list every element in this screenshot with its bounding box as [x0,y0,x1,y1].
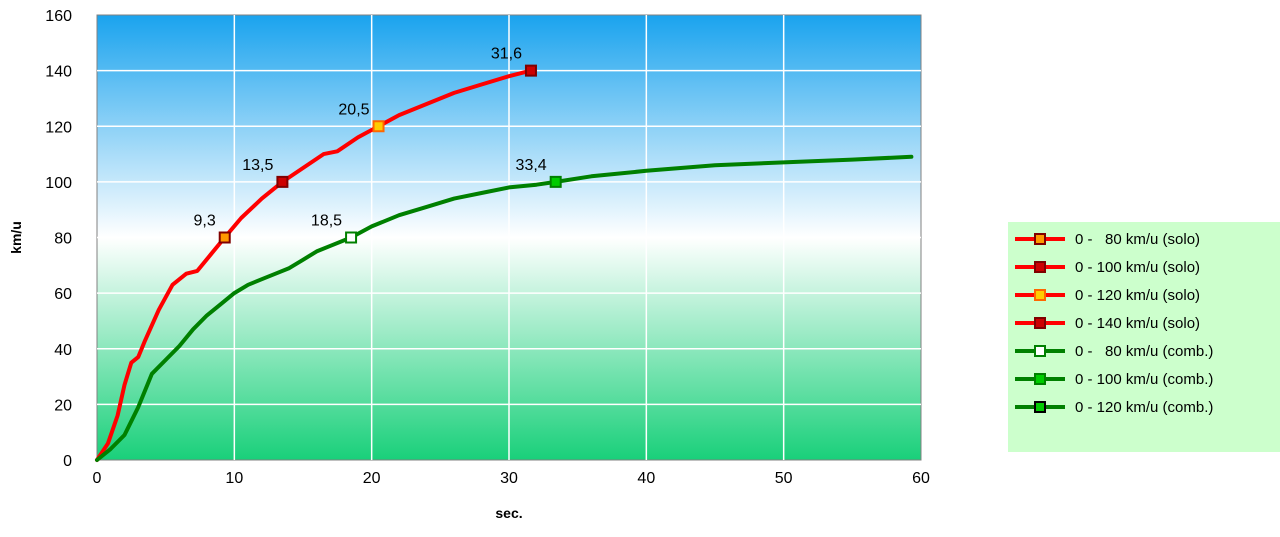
legend-marker [1034,401,1046,413]
data-marker [372,120,385,133]
y-tick-label: 140 [45,64,72,81]
x-axis-title: sec. [495,505,522,521]
data-label: 9,3 [193,213,215,230]
legend-items: 0 - 80 km/u (solo) 0 - 100 km/u (solo) 0 -… [1015,231,1213,416]
x-tick-label: 30 [500,470,518,487]
plot-area: 9,3 13,5 20,5 31,6 18,5 33,4 [95,14,922,462]
legend-marker [1034,317,1046,329]
x-tick-label: 50 [775,470,793,487]
y-tick-label: 60 [54,286,72,303]
legend-item: 0 - 80 km/u (comb.) [1015,343,1213,360]
legend-marker [1034,289,1046,301]
data-marker [218,231,231,244]
data-markers [218,64,562,244]
x-tick-label: 20 [363,470,381,487]
series-line-comb [95,154,914,462]
y-tick-label: 120 [45,119,72,136]
legend-item: 0 - 100 km/u (solo) [1015,259,1200,276]
data-marker [549,175,562,188]
y-axis-title: km/u [8,221,24,254]
legend-marker [1034,345,1046,357]
y-tick-label: 20 [54,397,72,414]
legend-label: 0 - 100 km/u (solo) [1075,259,1200,276]
legend-item: 0 - 120 km/u (comb.) [1015,399,1213,416]
data-marker [524,64,537,77]
y-axis-ticks: 0 20 40 60 80 100 120 140 160 [45,8,72,470]
x-tick-label: 10 [225,470,243,487]
legend-marker [1034,233,1046,245]
legend-item: 0 - 100 km/u (comb.) [1015,371,1213,388]
y-tick-label: 100 [45,175,72,192]
legend-label: 0 - 120 km/u (solo) [1075,287,1200,304]
data-label: 18,5 [311,213,342,230]
y-tick-label: 80 [54,231,72,248]
data-label: 31,6 [491,46,522,63]
legend-marker [1034,373,1046,385]
legend-item: 0 - 140 km/u (solo) [1015,315,1200,332]
x-tick-label: 60 [912,470,930,487]
legend-background [1008,222,1280,452]
gridlines [97,15,921,460]
legend-label: 0 - 80 km/u (solo) [1075,231,1200,248]
y-tick-label: 40 [54,342,72,359]
y-tick-label: 0 [63,453,72,470]
legend-item: 0 - 80 km/u (solo) [1015,231,1200,248]
data-marker [345,231,358,244]
y-tick-label: 160 [45,8,72,25]
legend-label: 0 - 100 km/u (comb.) [1075,371,1213,388]
x-tick-label: 0 [93,470,102,487]
data-labels: 9,3 13,5 20,5 31,6 18,5 33,4 [193,46,546,230]
data-label: 13,5 [242,157,273,174]
legend-marker [1034,261,1046,273]
legend-label: 0 - 80 km/u (comb.) [1075,343,1213,360]
x-axis-ticks: 0 10 20 30 40 50 60 [93,470,930,487]
legend: 0 - 80 km/u (solo) 0 - 100 km/u (solo) 0 -… [1008,222,1280,452]
x-tick-label: 40 [637,470,655,487]
data-label: 33,4 [516,157,547,174]
data-label: 20,5 [338,101,369,118]
legend-label: 0 - 120 km/u (comb.) [1075,399,1213,416]
legend-label: 0 - 140 km/u (solo) [1075,315,1200,332]
series-line-solo [95,68,533,462]
series-lines [95,68,914,462]
legend-item: 0 - 120 km/u (solo) [1015,287,1200,304]
data-marker [276,175,289,188]
